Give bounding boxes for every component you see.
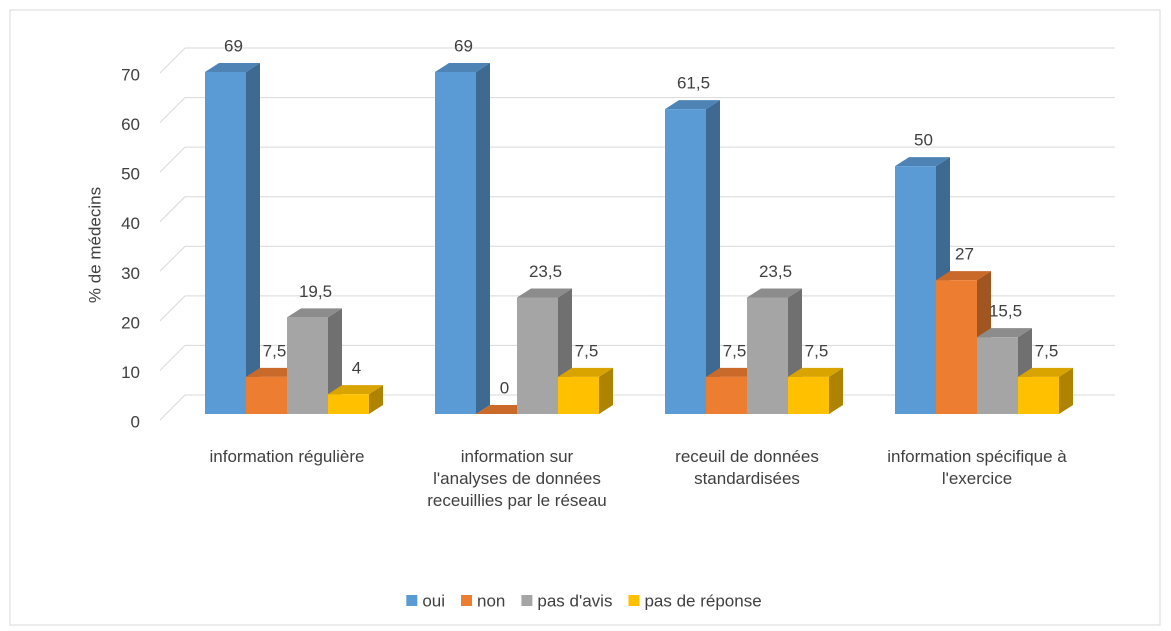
bar [287, 317, 328, 414]
data-label: 61,5 [677, 74, 710, 93]
y-tick-label: 60 [121, 115, 140, 134]
data-label: 27 [955, 245, 974, 264]
legend-swatch [461, 595, 473, 606]
grid-line-depth [159, 97, 186, 123]
bar-top [435, 62, 490, 72]
data-label: 7,5 [1035, 341, 1059, 360]
bar [895, 166, 936, 414]
bar-top [936, 271, 991, 281]
legend-swatch [521, 595, 533, 606]
bar [246, 376, 287, 414]
x-tick-label: information spécifique à l'exercice [887, 447, 1067, 488]
y-tick-label: 70 [121, 65, 140, 84]
y-tick-label: 20 [121, 313, 140, 332]
bar-side [246, 62, 260, 414]
legend-swatch [628, 595, 640, 606]
bar-side [706, 100, 720, 414]
bar [706, 376, 747, 414]
y-tick-label: 50 [121, 165, 140, 184]
bar-side [599, 367, 613, 414]
data-label: 4 [352, 359, 361, 378]
bar-top [558, 367, 613, 377]
legend-label: oui [422, 591, 445, 610]
bar [747, 297, 788, 414]
data-label: 69 [454, 36, 473, 55]
y-tick-label: 10 [121, 363, 140, 382]
bar [205, 71, 246, 414]
x-tick-label: information sur l'analyses de données re… [427, 447, 607, 510]
y-axis-title: % de médecins [85, 187, 104, 303]
grid-line-depth [159, 295, 186, 322]
bar [558, 376, 599, 414]
bar [1018, 376, 1059, 414]
bar-top [895, 157, 950, 167]
data-label: 15,5 [989, 302, 1022, 321]
legend-label: pas d'avis [537, 591, 612, 610]
chart-border [9, 9, 1161, 626]
data-label: 19,5 [299, 282, 332, 301]
bar [977, 337, 1018, 414]
bar-top [287, 308, 342, 318]
bar-top [788, 367, 843, 377]
bar [936, 280, 977, 414]
data-label: 7,5 [575, 341, 599, 360]
grid-line-depth [159, 345, 186, 371]
x-tick-label: information régulière [209, 447, 365, 466]
bar-top [205, 62, 260, 72]
bar-top [977, 328, 1032, 338]
bar [328, 394, 369, 414]
y-tick-label: 40 [121, 214, 140, 233]
x-tick-label: receuil de données standardisées [675, 447, 819, 488]
bar-side [476, 62, 490, 414]
bar [665, 109, 706, 414]
bar-top [747, 288, 802, 298]
data-label: 7,5 [723, 341, 747, 360]
bar-top [665, 100, 720, 110]
bar-side [369, 385, 383, 414]
legend-label: non [477, 591, 505, 610]
data-label: 7,5 [263, 341, 287, 360]
legend-label: pas de réponse [644, 591, 761, 610]
bar [435, 71, 476, 414]
data-label: 0 [500, 378, 509, 397]
bar-top [517, 288, 572, 298]
bar-top [328, 385, 383, 395]
bar-side [1059, 367, 1073, 414]
grid-line-depth [159, 196, 186, 223]
bar [517, 297, 558, 414]
data-label: 50 [914, 131, 933, 150]
data-label: 7,5 [805, 341, 829, 360]
grid-line-depth [159, 47, 186, 74]
data-label: 23,5 [529, 262, 562, 281]
bar-side [829, 367, 843, 414]
grid-line-depth [159, 146, 186, 173]
grid-line-depth [159, 245, 186, 272]
data-label: 23,5 [759, 262, 792, 281]
data-label: 69 [224, 36, 243, 55]
y-tick-label: 0 [131, 412, 140, 431]
y-tick-label: 30 [121, 264, 140, 283]
legend-swatch [406, 595, 418, 606]
grid-line-depth [159, 394, 186, 421]
bar [788, 376, 829, 414]
bar-top [1018, 367, 1073, 377]
